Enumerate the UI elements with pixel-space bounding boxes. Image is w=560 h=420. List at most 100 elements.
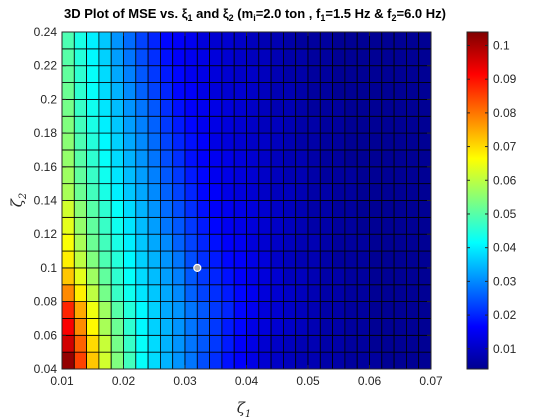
heatmap-cell: [418, 334, 432, 353]
heatmap-cell: [73, 318, 88, 336]
x-tick-label: 0.07: [419, 374, 443, 388]
heatmap-cell: [147, 334, 161, 353]
y-tick-label: 0.06: [34, 328, 58, 342]
heatmap-cell: [369, 65, 383, 83]
heatmap-cell: [356, 99, 370, 117]
y-tick-label: 0.18: [34, 126, 58, 140]
colorbar-tick-label: 0.06: [493, 173, 517, 187]
heatmap-cell: [295, 351, 309, 370]
heatmap-cell: [110, 31, 124, 50]
heatmap-cell: [344, 65, 358, 83]
heatmap-cell: [221, 267, 235, 286]
heatmap-cell: [405, 166, 420, 185]
heatmap-cell: [233, 132, 247, 151]
heatmap-cell: [123, 334, 137, 353]
heatmap-cell: [61, 233, 75, 252]
heatmap-cell: [233, 250, 247, 269]
heatmap-cell: [381, 200, 395, 218]
heatmap-cell: [233, 166, 247, 185]
heatmap-cell: [418, 166, 432, 185]
heatmap-cell: [172, 149, 186, 168]
heatmap-cell: [307, 149, 321, 168]
heatmap-cell: [393, 250, 407, 269]
heatmap-cell: [332, 183, 346, 201]
heatmap-cell: [233, 351, 247, 370]
heatmap-cell: [381, 216, 395, 235]
heatmap-cell: [123, 301, 137, 319]
heatmap-cell: [209, 149, 223, 168]
heatmap-cell: [270, 149, 284, 168]
heatmap-cell: [356, 149, 370, 168]
heatmap-cell: [332, 31, 346, 50]
heatmap-cell: [282, 284, 297, 303]
heatmap-cell: [209, 216, 223, 235]
heatmap-cell: [295, 284, 309, 303]
heatmap-cell: [369, 267, 383, 286]
heatmap-cell: [246, 115, 260, 134]
heatmap-cell: [418, 233, 432, 252]
heatmap-cell: [295, 200, 309, 218]
heatmap-cell: [73, 351, 88, 370]
heatmap-cell: [123, 82, 137, 100]
heatmap-cell: [258, 216, 272, 235]
heatmap-cell: [135, 82, 149, 100]
heatmap-cell: [369, 31, 383, 50]
y-tick-label: 0.08: [34, 295, 58, 309]
heatmap-cell: [319, 183, 333, 201]
heatmap-cell: [123, 65, 137, 83]
heatmap-cell: [221, 301, 235, 319]
heatmap-cell: [233, 267, 247, 286]
heatmap-cell: [196, 183, 211, 201]
heatmap-cell: [184, 31, 198, 50]
heatmap-cell: [282, 318, 297, 336]
heatmap-cell: [258, 132, 272, 151]
heatmap-cell: [405, 301, 420, 319]
heatmap-cell: [159, 216, 174, 235]
heatmap-cell: [86, 284, 100, 303]
heatmap-cell: [172, 82, 186, 100]
heatmap-cell: [110, 233, 124, 252]
heatmap-cell: [332, 99, 346, 117]
heatmap-cell: [246, 334, 260, 353]
heatmap-cell: [344, 132, 358, 151]
heatmap-cell: [159, 318, 174, 336]
heatmap-cell: [86, 65, 100, 83]
heatmap-cell: [233, 233, 247, 252]
heatmap-cell: [98, 318, 112, 336]
heatmap-cell: [209, 132, 223, 151]
y-tick-label: 0.24: [34, 25, 58, 39]
heatmap-cell: [98, 233, 112, 252]
heatmap-cell: [307, 31, 321, 50]
heatmap-cell: [356, 284, 370, 303]
heatmap-cell: [61, 82, 75, 100]
heatmap-cell: [295, 99, 309, 117]
heatmap-cell: [332, 216, 346, 235]
heatmap-cell: [270, 334, 284, 353]
heatmap-cell: [270, 183, 284, 201]
heatmap-cell: [233, 301, 247, 319]
heatmap-cell: [258, 318, 272, 336]
heatmap-cell: [282, 82, 297, 100]
heatmap-cell: [86, 99, 100, 117]
heatmap-cell: [86, 31, 100, 50]
heatmap-cell: [209, 82, 223, 100]
colorbar-ticks: 0.01 0.02 0.03 0.04 0.05 0.06 0.07 0.08 0.09 0.1: [467, 38, 517, 356]
heatmap-cell: [172, 48, 186, 67]
heatmap-cell: [172, 99, 186, 117]
heatmap-cell: [98, 31, 112, 50]
heatmap-cell: [282, 65, 297, 83]
heatmap-cell: [184, 149, 198, 168]
heatmap-cell: [172, 267, 186, 286]
heatmap-cell: [98, 132, 112, 151]
heatmap-cell: [381, 301, 395, 319]
heatmap-cell: [356, 115, 370, 134]
heatmap-cell: [135, 183, 149, 201]
heatmap-cell: [319, 301, 333, 319]
heatmap-cell: [159, 284, 174, 303]
heatmap-cell: [270, 132, 284, 151]
heatmap-cell: [123, 183, 137, 201]
heatmap-cell: [98, 216, 112, 235]
heatmap-cell: [184, 115, 198, 134]
heatmap-cell: [282, 115, 297, 134]
heatmap-cell: [381, 351, 395, 370]
